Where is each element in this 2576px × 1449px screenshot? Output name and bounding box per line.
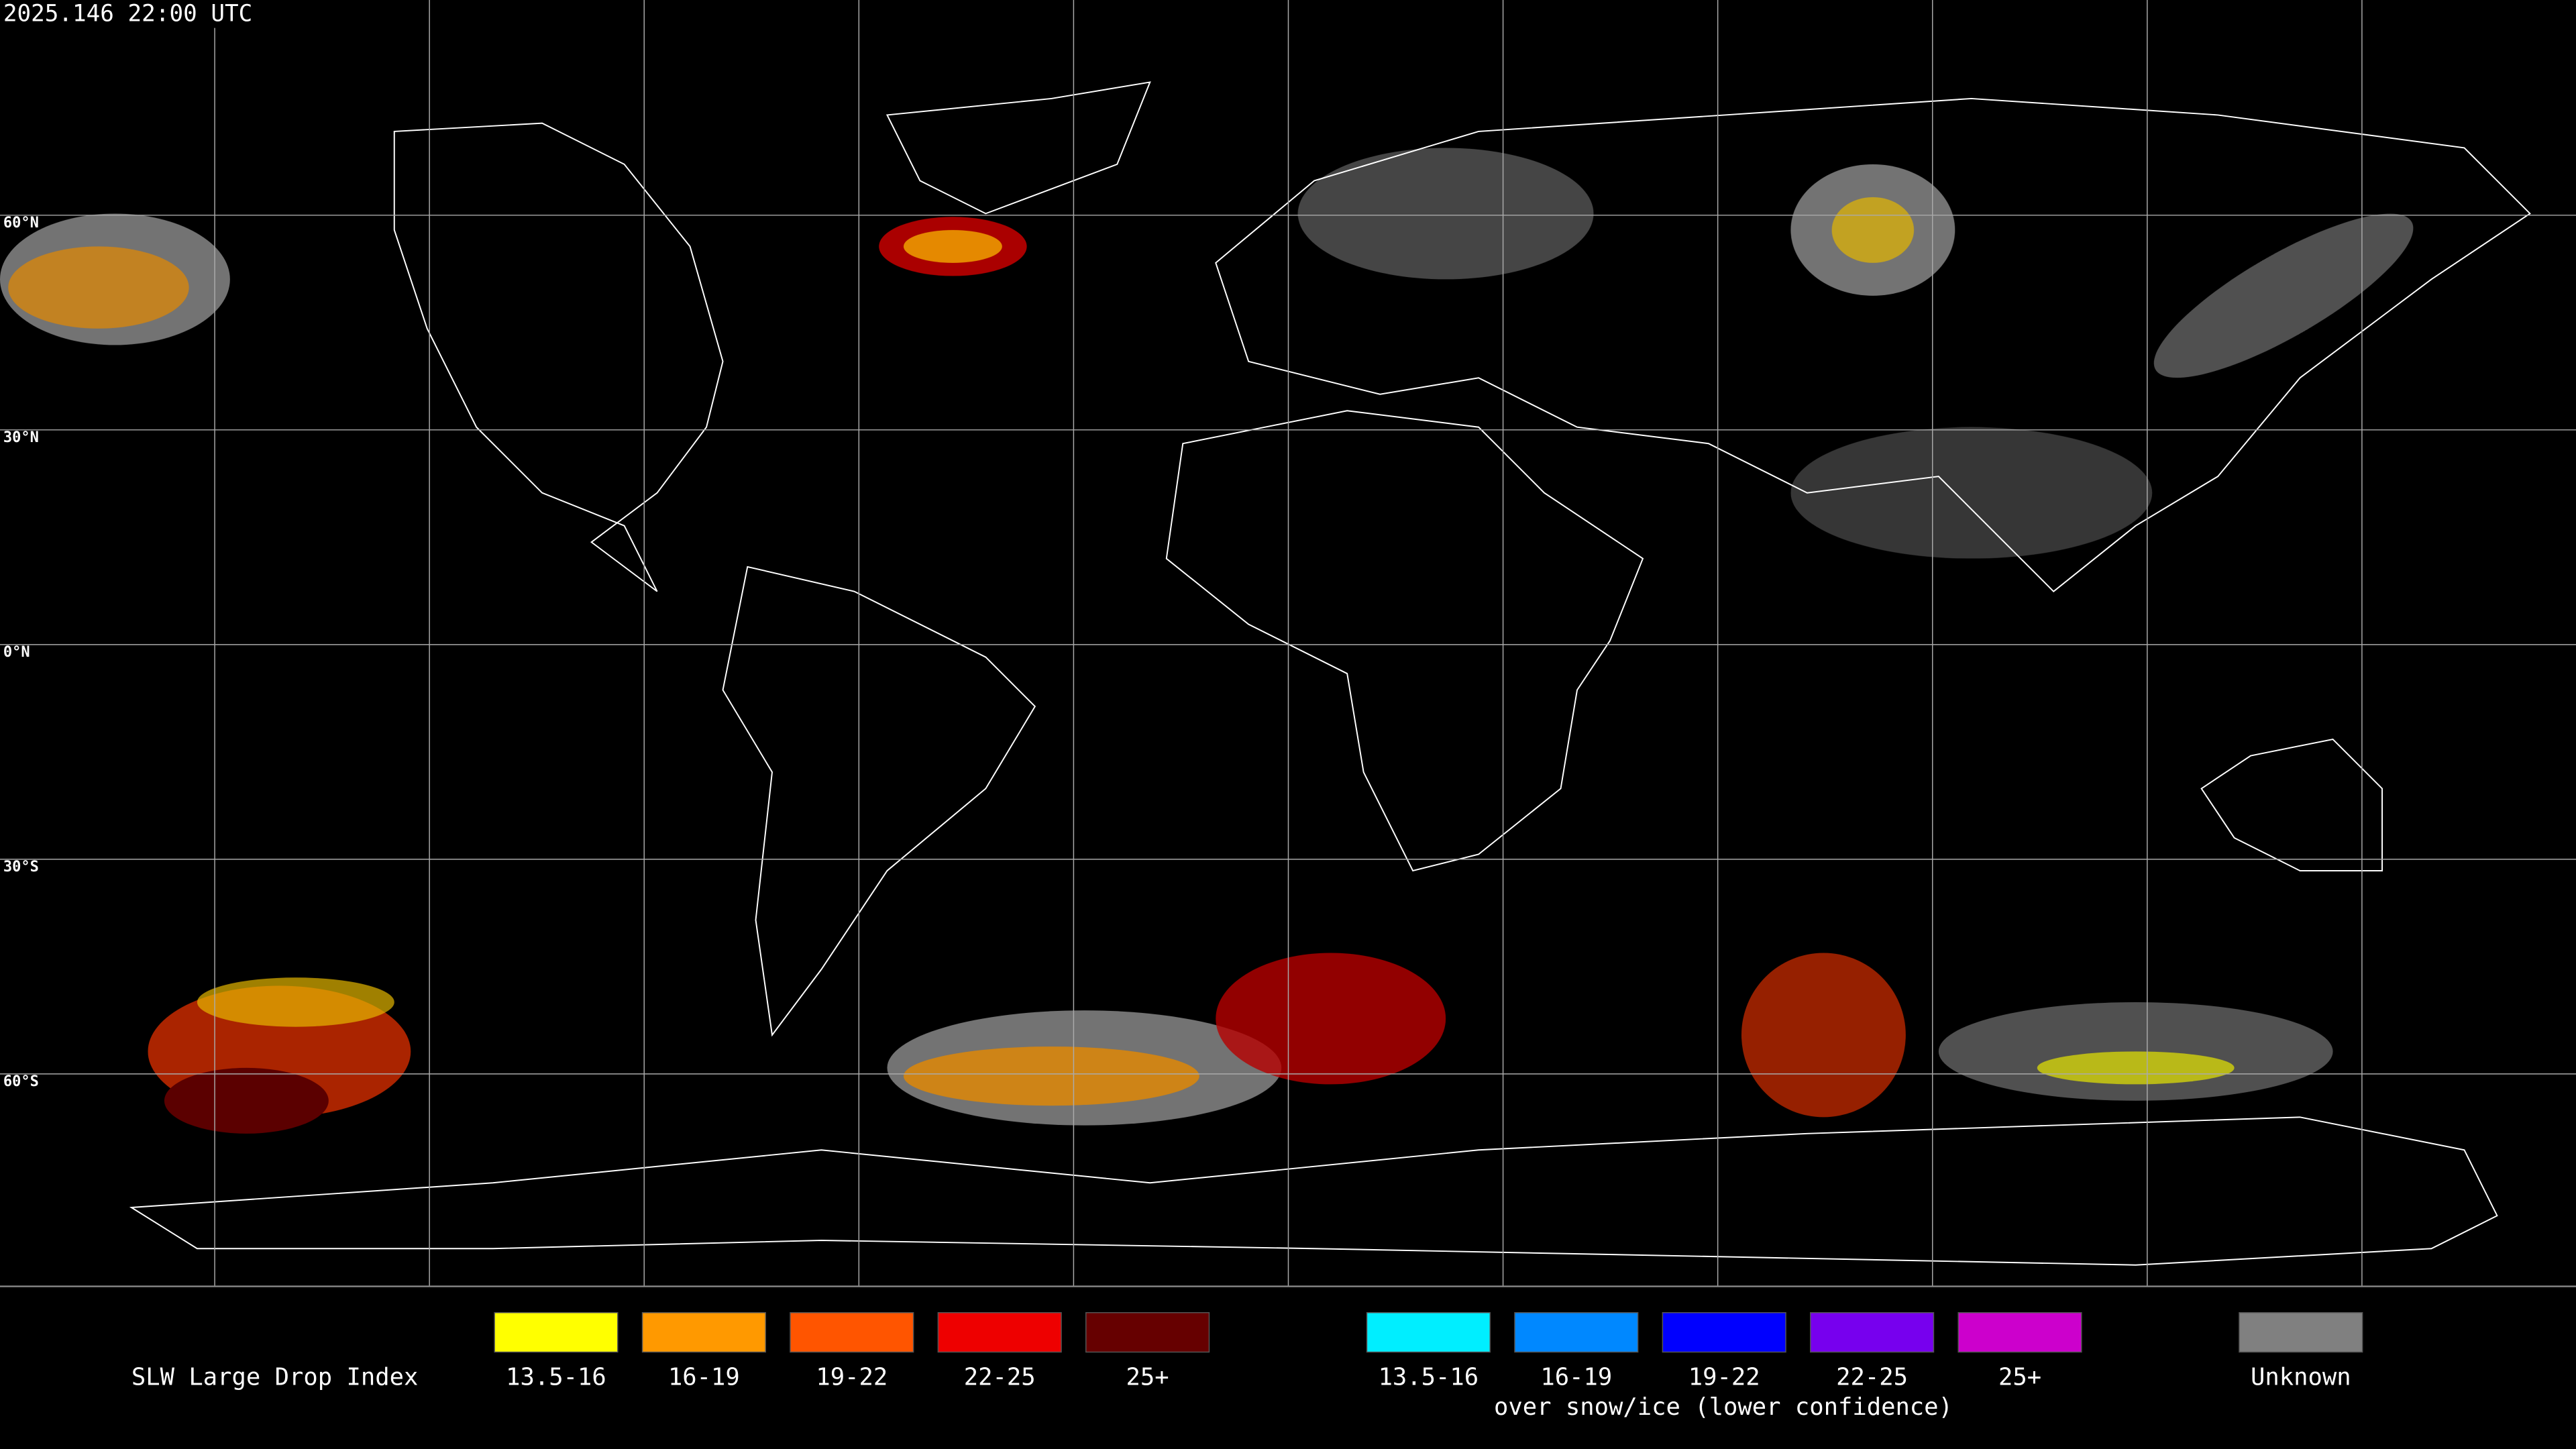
legend-label: 25+ — [1126, 1364, 1169, 1391]
legend-swatch — [1662, 1312, 1786, 1353]
legend-swatch — [494, 1312, 619, 1353]
legend-swatch — [937, 1312, 1062, 1353]
legend-label: 19-22 — [1688, 1364, 1760, 1391]
lat-label: 30°N — [3, 429, 39, 446]
legend-label: 25+ — [1998, 1364, 2041, 1391]
legend-label: 16-19 — [668, 1364, 740, 1391]
legend-swatch — [2239, 1312, 2363, 1353]
legend-swatch — [1514, 1312, 1639, 1353]
legend-swatch — [790, 1312, 914, 1353]
timestamp-bg — [0, 0, 299, 28]
legend-label: Unknown — [2251, 1364, 2351, 1391]
legend-swatch — [1957, 1312, 2082, 1353]
lat-label: 30°S — [3, 859, 39, 875]
snow-ice-note: over snow/ice (lower confidence) — [1494, 1393, 1953, 1421]
legend-label: 13.5-16 — [506, 1364, 606, 1391]
lat-label: 0°N — [3, 644, 30, 661]
legend-swatch — [641, 1312, 766, 1353]
cloud-patches — [0, 148, 2414, 1134]
legend-label: 16-19 — [1540, 1364, 1612, 1391]
map — [0, 81, 2531, 1266]
lat-labels: 60°N 30°N 0°N 30°S 60°S — [3, 215, 39, 1090]
legend-title: SLW Large Drop Index — [131, 1364, 418, 1391]
legend-swatch — [1810, 1312, 1935, 1353]
lat-label: 60°S — [3, 1073, 39, 1090]
legend-swatch — [1085, 1312, 1210, 1353]
timestamp: 2025.146 22:00 UTC — [3, 1, 252, 28]
legend-label: 22-25 — [964, 1364, 1036, 1391]
legend-swatch — [1366, 1312, 1491, 1353]
legend: SLW Large Drop Index over snow/ice (lowe… — [131, 1312, 2363, 1421]
legend-label: 19-22 — [816, 1364, 888, 1391]
graticule — [0, 0, 2576, 1287]
coastlines — [129, 81, 2531, 1266]
legend-label: 13.5-16 — [1379, 1364, 1479, 1391]
lat-label: 60°N — [3, 215, 39, 231]
legend-label: 22-25 — [1836, 1364, 1908, 1391]
